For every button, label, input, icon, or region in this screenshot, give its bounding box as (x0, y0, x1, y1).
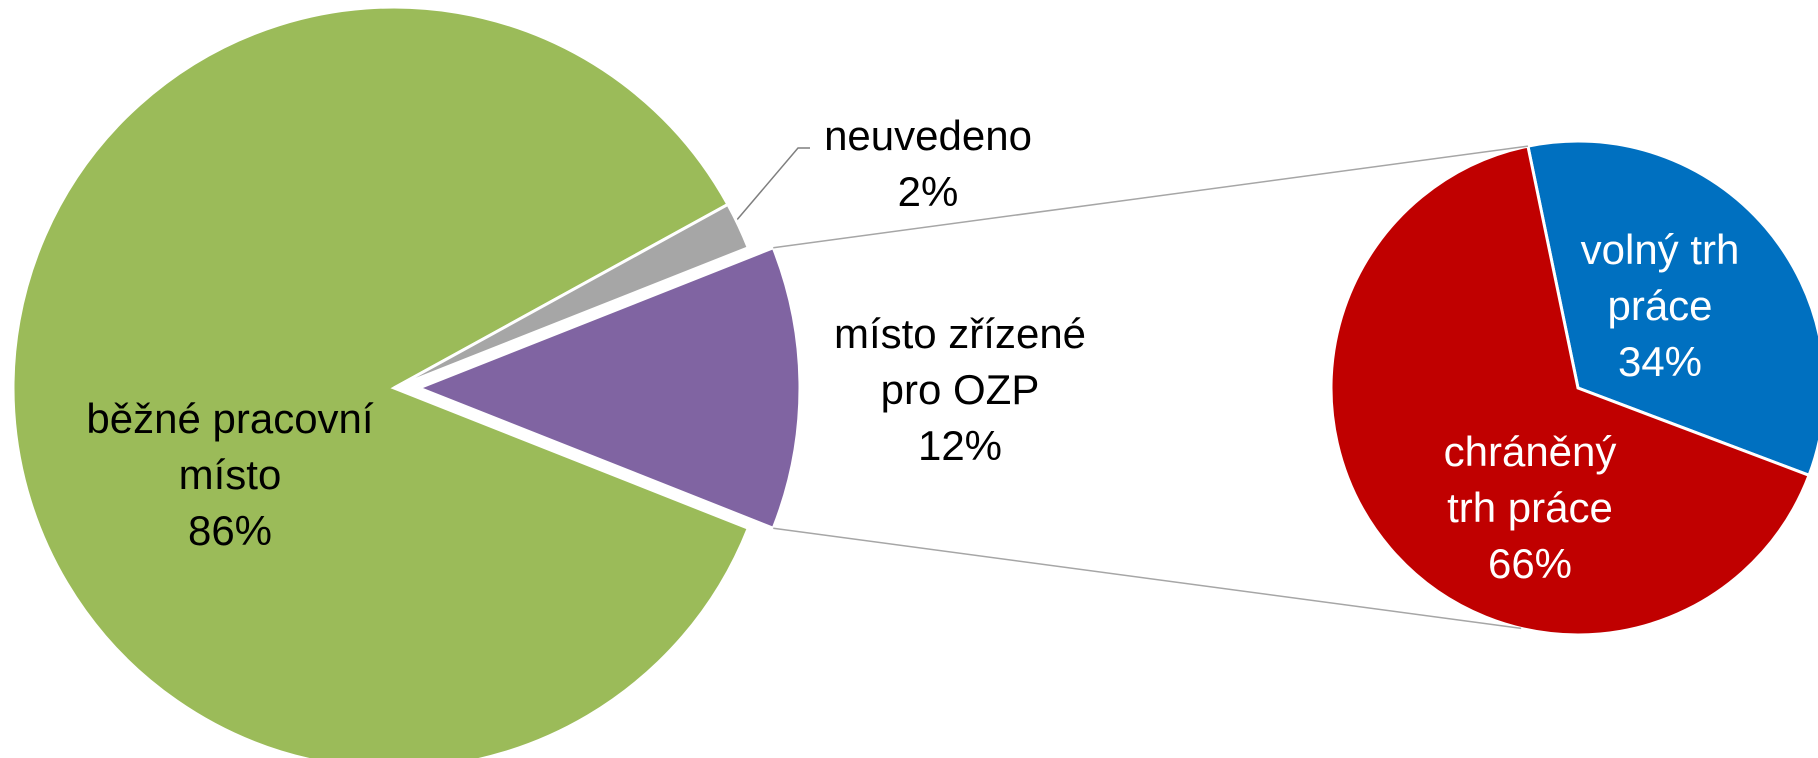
pie-slice (414, 245, 802, 531)
pie-slice (1329, 144, 1811, 637)
connector-line (773, 527, 1522, 630)
category-label: běžné pracovní místo (86, 395, 374, 498)
data-label: běžné pracovní místo 86% (60, 391, 400, 559)
category-label: chráněný trh práce (1443, 428, 1617, 531)
category-label: volný trh práce (1580, 226, 1740, 329)
category-label: neuvedeno (824, 112, 1032, 159)
data-label: chráněný trh práce 66% (1430, 424, 1630, 592)
pie-slice (11, 5, 751, 758)
pie-slice (393, 202, 751, 390)
data-label: neuvedeno 2% (818, 108, 1038, 220)
data-label: volný trh práce 34% (1560, 222, 1760, 390)
leader-line (729, 147, 810, 229)
connector-line (773, 145, 1529, 249)
value-label: 2% (897, 168, 959, 215)
pie-slice (1526, 139, 1818, 478)
data-label: místo zřízené pro OZP 12% (805, 306, 1115, 474)
value-label: 66% (1487, 540, 1573, 587)
category-label: místo zřízené pro OZP (833, 310, 1087, 413)
value-label: 86% (187, 507, 273, 554)
value-label: 12% (917, 422, 1003, 469)
value-label: 34% (1617, 338, 1703, 385)
